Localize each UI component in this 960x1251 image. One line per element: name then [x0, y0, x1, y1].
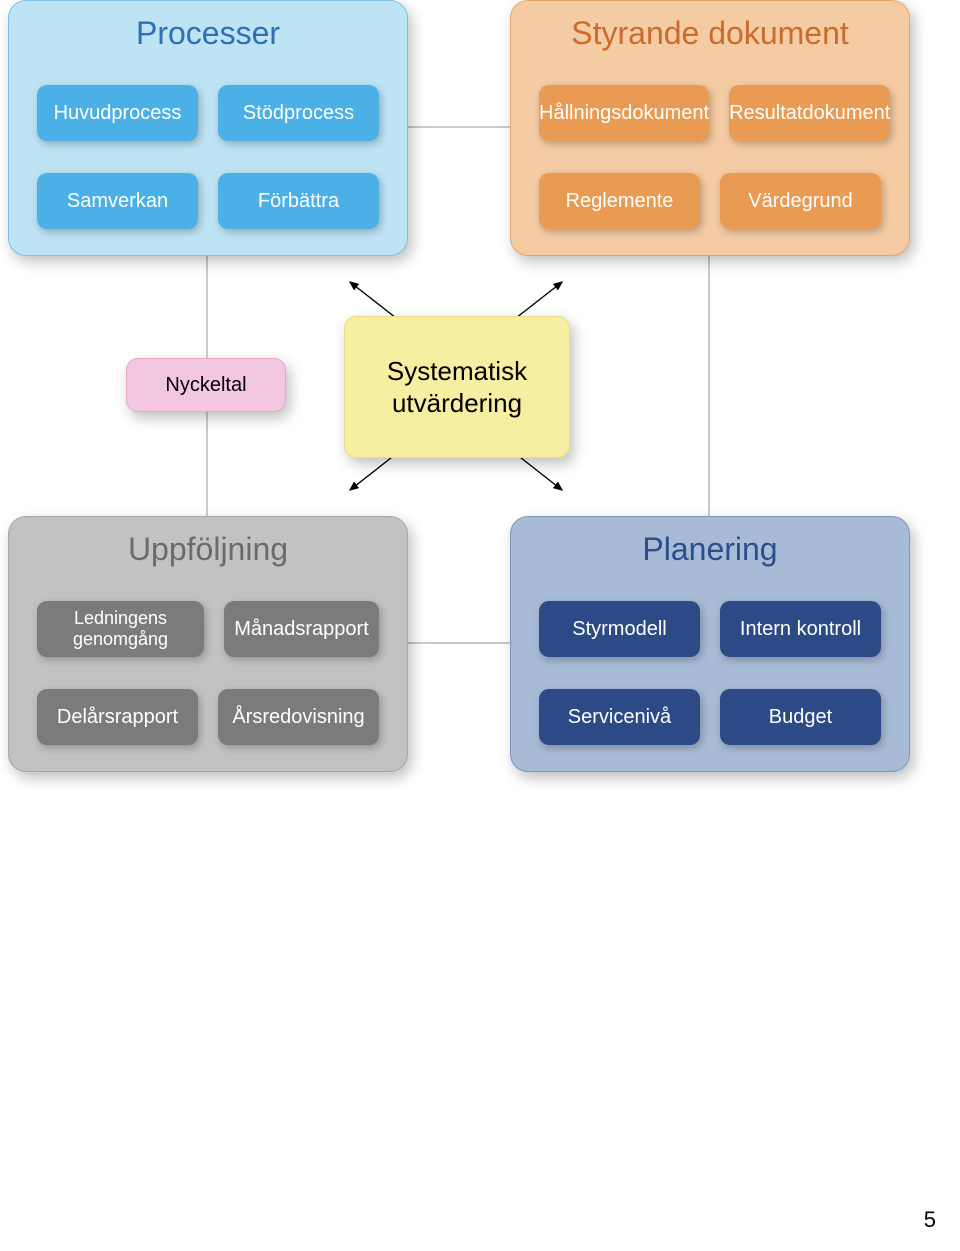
styrande-child-1: Resultatdokument — [729, 85, 890, 141]
node-nyckeltal-label: Nyckeltal — [165, 374, 246, 397]
panel-styrande: Styrande dokument Hållningsdokument Resu… — [510, 0, 910, 256]
diagram-canvas: Processer Huvudprocess Stödprocess Samve… — [0, 0, 960, 1251]
styrande-child-3: Värdegrund — [720, 173, 881, 229]
planering-child-0: Styrmodell — [539, 601, 700, 657]
uppfoljning-child-1: Månadsrapport — [224, 601, 379, 657]
processer-child-3: Förbättra — [218, 173, 379, 229]
page-number: 5 — [924, 1207, 936, 1233]
processer-child-2: Samverkan — [37, 173, 198, 229]
planering-child-1: Intern kontroll — [720, 601, 881, 657]
processer-child-1: Stödprocess — [218, 85, 379, 141]
processer-child-0: Huvudprocess — [37, 85, 198, 141]
planering-child-3: Budget — [720, 689, 881, 745]
panel-uppfoljning: Uppföljning Ledningens genomgång Månadsr… — [8, 516, 408, 772]
node-nyckeltal: Nyckeltal — [126, 358, 286, 412]
panel-processer: Processer Huvudprocess Stödprocess Samve… — [8, 0, 408, 256]
node-systematisk-label: Systematisk utvärdering — [345, 355, 569, 420]
uppfoljning-child-2: Delårsrapport — [37, 689, 198, 745]
uppfoljning-child-3: Årsredovisning — [218, 689, 379, 745]
styrande-child-2: Reglemente — [539, 173, 700, 229]
panel-planering-title: Planering — [511, 517, 909, 568]
panel-processer-title: Processer — [9, 1, 407, 52]
panel-styrande-title: Styrande dokument — [511, 1, 909, 52]
styrande-child-0: Hållningsdokument — [539, 85, 709, 141]
panel-uppfoljning-title: Uppföljning — [9, 517, 407, 568]
panel-planering: Planering Styrmodell Intern kontroll Ser… — [510, 516, 910, 772]
planering-child-2: Servicenivå — [539, 689, 700, 745]
node-systematisk: Systematisk utvärdering — [344, 316, 570, 458]
uppfoljning-child-0: Ledningens genomgång — [37, 601, 204, 657]
